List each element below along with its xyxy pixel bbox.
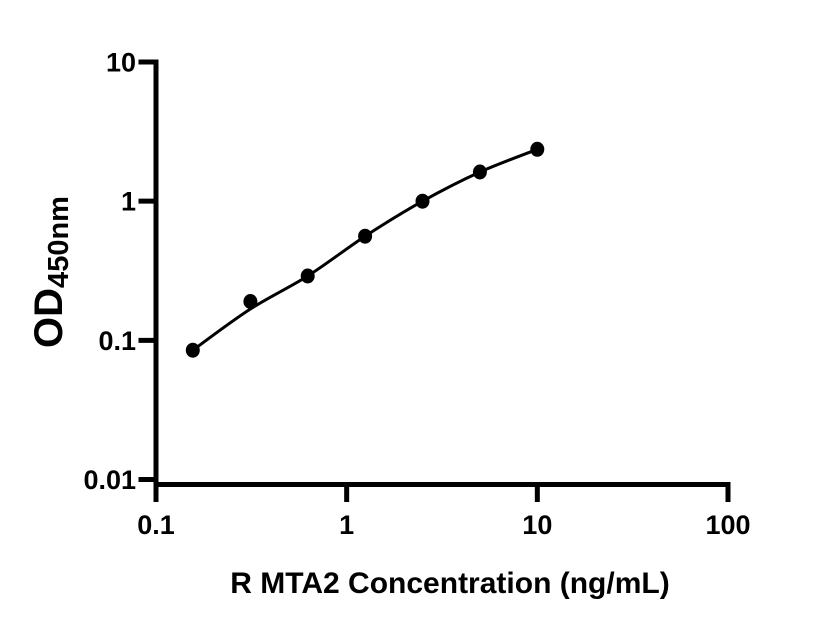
data-point-marker bbox=[530, 141, 545, 157]
data-point-marker bbox=[185, 342, 200, 358]
y-tick-label: 10 bbox=[106, 48, 136, 78]
y-axis-tick-labels: 10 1 0.1 0.01 bbox=[83, 48, 136, 496]
y-tick-label: 0.01 bbox=[83, 465, 136, 495]
data-point-marker bbox=[243, 294, 258, 309]
data-point-marker bbox=[300, 268, 315, 284]
y-axis-title: OD450nm bbox=[27, 196, 75, 348]
data-point-marker bbox=[358, 228, 373, 244]
y-axis-title-sub: 450nm bbox=[43, 196, 75, 288]
y-axis-title-main: OD bbox=[27, 288, 71, 348]
x-axis-title: R MTA2 Concentration (ng/mL) bbox=[230, 567, 669, 600]
x-tick-label: 1 bbox=[339, 510, 354, 540]
x-tick-label: 10 bbox=[522, 510, 552, 540]
x-tick-label: 0.1 bbox=[137, 510, 175, 540]
fit-curve-path bbox=[191, 147, 539, 352]
y-tick-label: 1 bbox=[121, 187, 136, 217]
data-point-marker bbox=[472, 164, 487, 180]
data-point-markers bbox=[185, 141, 545, 358]
x-axis-ticks bbox=[153, 484, 731, 502]
data-point-marker bbox=[415, 193, 430, 209]
fit-curve bbox=[191, 147, 539, 352]
y-tick-label: 0.1 bbox=[98, 326, 136, 356]
x-tick-label: 100 bbox=[705, 510, 750, 540]
axes bbox=[153, 59, 731, 487]
y-axis-ticks bbox=[138, 59, 156, 482]
x-axis-tick-labels: 0.1 1 10 100 bbox=[137, 510, 750, 540]
